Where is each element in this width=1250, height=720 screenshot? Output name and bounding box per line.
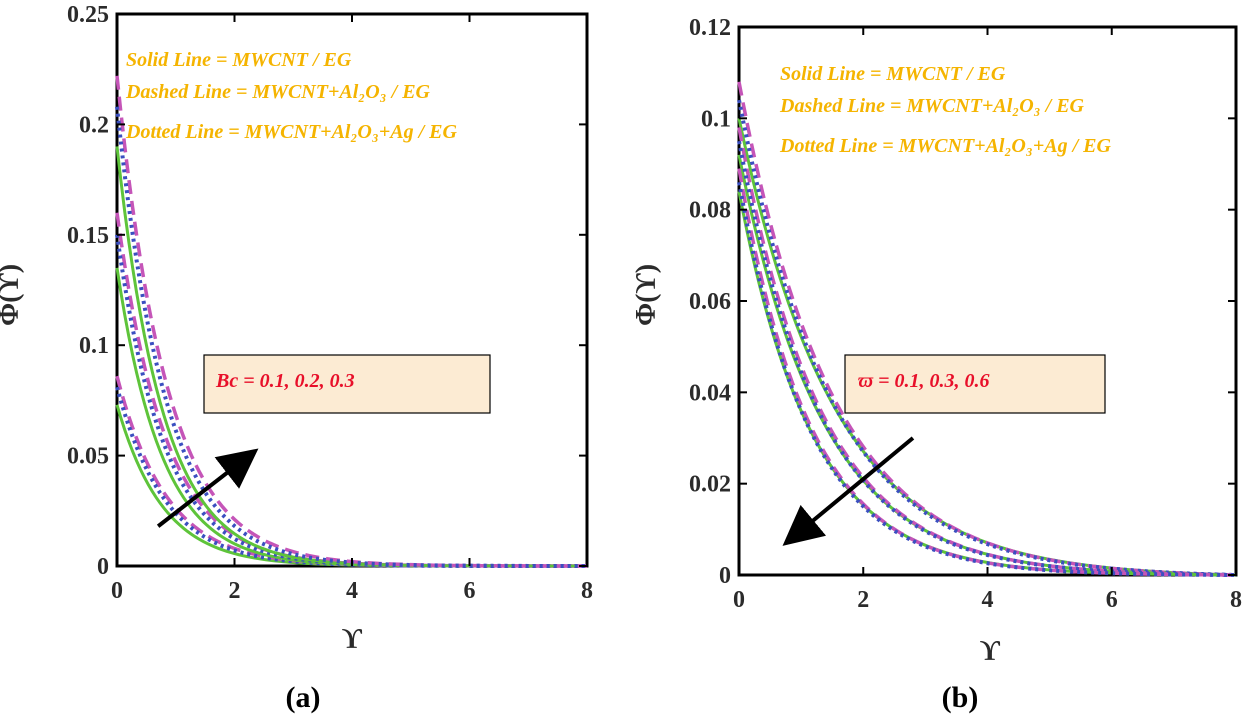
x-tick-label-a-4: 8 — [581, 578, 593, 604]
x-tick-label-a-0: 0 — [111, 578, 123, 604]
legend-a-solid: Solid Line = MWCNT / EG — [126, 49, 352, 71]
y-tick-label-a-5: 0.25 — [67, 2, 109, 28]
x-tick-label-a-1: 2 — [229, 578, 241, 604]
y-tick-label-b-5: 0.1 — [701, 106, 731, 132]
y-tick-label-b-2: 0.04 — [689, 380, 731, 406]
legend-a-dotted: Dotted Line = MWCNT+Al₂O₃+Ag / EG — [125, 121, 457, 143]
x-tick-label-b-1: 2 — [857, 587, 869, 613]
y-axis-label-b: Φ(ϒ) — [631, 264, 662, 326]
x-tick-label-b-0: 0 — [733, 587, 745, 613]
y-tick-label-b-4: 0.08 — [689, 198, 731, 224]
y-tick-label-b-6: 0.12 — [689, 15, 731, 41]
x-tick-label-b-2: 4 — [982, 587, 994, 613]
panel-a: 0 2 4 6 8 0 0.05 0.1 0.15 0.2 0.25 Φ(ϒ) ϒ Solid Li… — [0, 2, 593, 714]
plot-frame-b — [737, 25, 1238, 577]
y-tick-label-b-0: 0 — [719, 563, 731, 589]
x-axis-label-b: ϒ — [980, 636, 1001, 667]
annotation-text-a: Bc = 0.1, 0.2, 0.3 — [215, 370, 355, 392]
legend-b-dotted: Dotted Line = MWCNT+Al₂O₃+Ag / EG — [779, 135, 1111, 157]
y-tick-label-a-4: 0.2 — [79, 112, 109, 138]
x-tick-label-a-2: 4 — [346, 578, 358, 604]
caption-a: (a) — [286, 681, 321, 714]
x-axis-label-a: ϒ — [342, 624, 363, 655]
annotation-text-b: ϖ = 0.1, 0.3, 0.6 — [858, 370, 990, 392]
legend-a: Solid Line = MWCNT / EG Dashed Line = MW… — [125, 49, 457, 143]
x-tick-label-b-3: 6 — [1106, 587, 1118, 613]
legend-a-dashed: Dashed Line = MWCNT+Al₂O₃ / EG — [125, 81, 431, 103]
series-line-b-9 — [737, 181, 1237, 577]
annotation-box-a — [203, 354, 491, 414]
y-axis-label-a: Φ(ϒ) — [0, 264, 25, 326]
legend-b-dashed: Dashed Line = MWCNT+Al₂O₃ / EG — [779, 95, 1085, 117]
y-tick-label-b-3: 0.06 — [689, 289, 731, 315]
x-tick-label-a-3: 6 — [464, 578, 476, 604]
annotation-box-b — [844, 354, 1106, 414]
legend-b-solid: Solid Line = MWCNT / EG — [780, 63, 1006, 85]
plot-frame-a — [115, 12, 589, 568]
curves-b — [737, 81, 1237, 577]
y-tick-label-a-0: 0 — [97, 554, 109, 580]
ticks-a: 0 2 4 6 8 0 0.05 0.1 0.15 0.2 0.25 — [67, 2, 593, 604]
panel-b: 0 2 4 6 8 0 0.02 0.04 0.06 0.08 0.1 0.12 Φ(ϒ) ϒ Sol… — [631, 15, 1242, 714]
x-tick-label-b-4: 8 — [1230, 587, 1242, 613]
legend-b: Solid Line = MWCNT / EG Dashed Line = MW… — [779, 63, 1111, 157]
y-tick-label-a-1: 0.05 — [67, 444, 109, 470]
y-tick-label-a-3: 0.15 — [67, 223, 109, 249]
y-tick-label-b-1: 0.02 — [689, 472, 731, 498]
arrow-b — [782, 436, 915, 546]
y-tick-label-a-2: 0.1 — [79, 333, 109, 359]
series-line-b-5 — [737, 127, 1237, 577]
ticks-b: 0 2 4 6 8 0 0.02 0.04 0.06 0.08 0.1 0.12 — [689, 15, 1242, 613]
caption-b: (b) — [942, 681, 979, 714]
arrow-a — [156, 448, 259, 528]
